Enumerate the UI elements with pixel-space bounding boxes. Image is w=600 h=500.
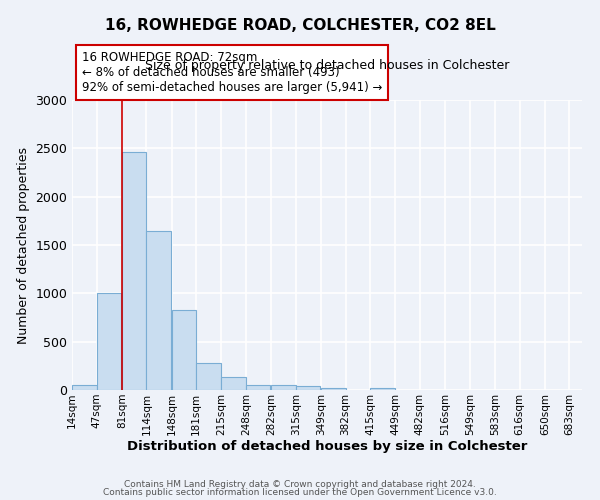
Text: Contains HM Land Registry data © Crown copyright and database right 2024.: Contains HM Land Registry data © Crown c…	[124, 480, 476, 489]
Bar	[271, 385, 296, 390]
Bar	[172, 310, 196, 390]
Text: Contains public sector information licensed under the Open Government Licence v3: Contains public sector information licen…	[103, 488, 497, 497]
Title: Size of property relative to detached houses in Colchester: Size of property relative to detached ho…	[145, 60, 509, 72]
Y-axis label: Number of detached properties: Number of detached properties	[17, 146, 30, 344]
Bar	[321, 388, 346, 390]
Bar	[146, 230, 171, 390]
X-axis label: Distribution of detached houses by size in Colchester: Distribution of detached houses by size …	[127, 440, 527, 454]
Text: 16 ROWHEDGE ROAD: 72sqm
← 8% of detached houses are smaller (493)
92% of semi-de: 16 ROWHEDGE ROAD: 72sqm ← 8% of detached…	[82, 51, 383, 94]
Text: 16, ROWHEDGE ROAD, COLCHESTER, CO2 8EL: 16, ROWHEDGE ROAD, COLCHESTER, CO2 8EL	[104, 18, 496, 32]
Bar	[221, 378, 246, 390]
Bar	[196, 363, 221, 390]
Bar	[72, 384, 97, 390]
Bar	[296, 386, 320, 390]
Bar	[122, 152, 146, 390]
Bar	[370, 388, 395, 390]
Bar	[246, 385, 271, 390]
Bar	[97, 294, 121, 390]
